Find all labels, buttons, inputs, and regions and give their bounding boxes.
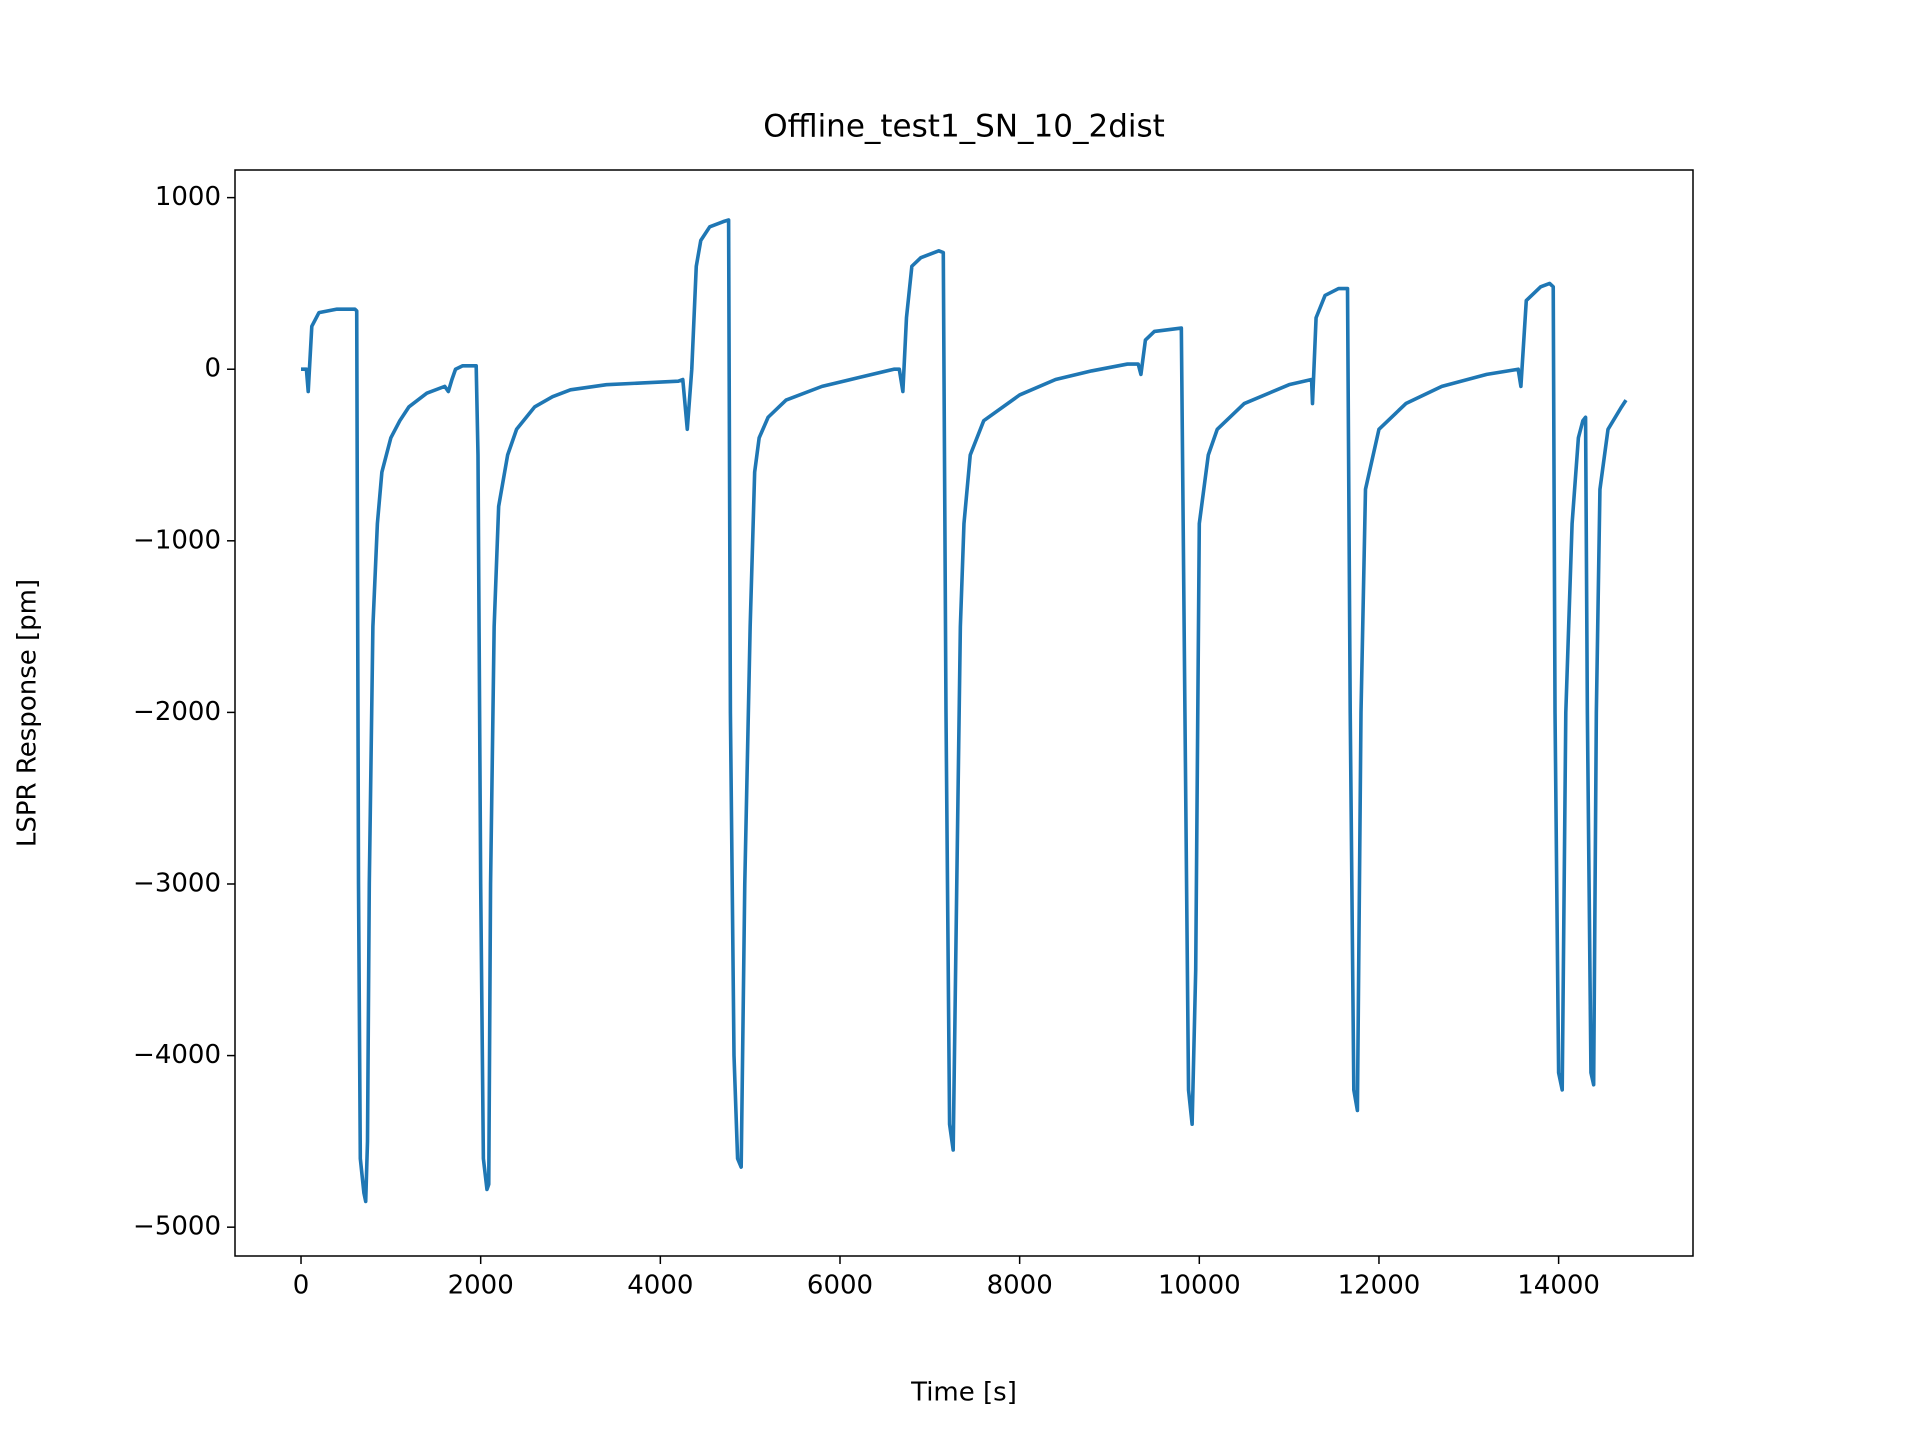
x-tick-label: 4000 [627,1271,693,1301]
y-tick-label: 1000 [155,182,221,212]
y-tick-label: 0 [204,354,221,384]
y-tick-label: −1000 [133,525,221,555]
y-axis-label: LSPR Response [pm] [13,579,43,847]
plot-frame [234,169,1694,1257]
y-tick-label: −4000 [133,1040,221,1070]
chart-title: Offline_test1_SN_10_2dist [763,109,1165,145]
y-tick-label: −2000 [133,697,221,727]
x-tick-label: 12000 [1338,1271,1421,1301]
x-tick-label: 8000 [987,1271,1053,1301]
x-tick-label: 0 [293,1271,310,1301]
y-tick-label: −5000 [133,1212,221,1242]
x-tick-label: 6000 [807,1271,873,1301]
data-line [301,218,1628,1204]
y-tick-label: −3000 [133,868,221,898]
x-tick-label: 2000 [448,1271,514,1301]
x-tick-label: 14000 [1517,1271,1600,1301]
x-axis-label: Time [s] [910,1378,1017,1408]
x-tick-label: 10000 [1158,1271,1241,1301]
